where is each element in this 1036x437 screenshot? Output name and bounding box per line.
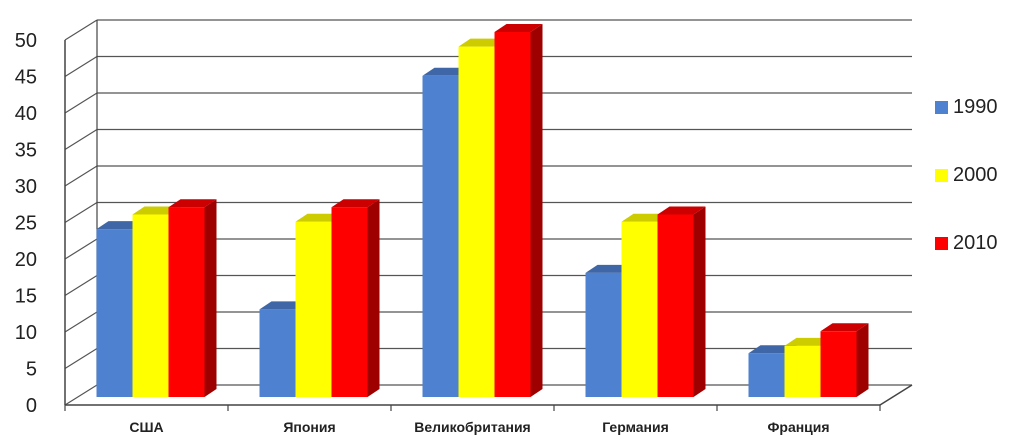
legend-swatch bbox=[935, 101, 948, 114]
side-wall-gridline bbox=[64, 19, 98, 41]
category-label: Франция bbox=[767, 419, 829, 435]
y-tick-label: 35 bbox=[15, 140, 37, 162]
side-wall-gridline bbox=[64, 274, 98, 297]
bar-2010-4 bbox=[820, 323, 869, 397]
bar-2010-2 bbox=[494, 24, 543, 397]
side-wall-gridline bbox=[64, 238, 98, 260]
bar-2010-3 bbox=[657, 206, 706, 397]
y-tick-label: 45 bbox=[15, 67, 37, 89]
legend-label: 2010 bbox=[953, 232, 998, 254]
category-label: США bbox=[129, 419, 163, 435]
category-label: Великобритания bbox=[414, 419, 530, 435]
side-wall-gridline bbox=[64, 92, 98, 114]
legend-label: 2000 bbox=[953, 164, 998, 186]
bar-2010-0 bbox=[168, 199, 217, 397]
side-wall-gridline bbox=[64, 311, 98, 333]
legend-swatch bbox=[935, 169, 948, 182]
legend: 1990 2000 2010 bbox=[935, 96, 998, 254]
legend-label: 1990 bbox=[953, 96, 998, 118]
y-tick-label: 30 bbox=[15, 176, 37, 198]
side-wall-gridline bbox=[64, 347, 98, 370]
category-label: Германия bbox=[602, 419, 669, 435]
y-tick-label: 20 bbox=[15, 249, 37, 271]
bars bbox=[96, 24, 869, 398]
y-tick-label: 5 bbox=[26, 359, 37, 381]
side-wall-gridline bbox=[64, 128, 98, 151]
category-label: Япония bbox=[283, 419, 335, 435]
category-labels: США Япония Великобритания Германия Франция bbox=[129, 419, 829, 435]
side-wall-gridline bbox=[64, 201, 98, 224]
y-tick-label: 50 bbox=[15, 30, 37, 52]
y-tick-label: 10 bbox=[15, 322, 37, 344]
y-tick-label: 0 bbox=[26, 395, 37, 417]
y-tick-labels: 0 5 10 15 20 25 30 35 40 45 50 bbox=[15, 30, 37, 417]
y-tick-label: 40 bbox=[15, 103, 37, 125]
side-wall-gridline bbox=[64, 384, 98, 406]
bar-2010-1 bbox=[331, 199, 380, 397]
y-tick-label: 15 bbox=[15, 286, 37, 308]
bar-1990-3 bbox=[585, 264, 634, 397]
side-wall-gridline bbox=[64, 165, 98, 187]
legend-swatch bbox=[935, 237, 948, 250]
y-tick-label: 25 bbox=[15, 213, 37, 235]
floor-edge bbox=[879, 384, 913, 406]
side-wall-gridline bbox=[64, 55, 98, 78]
